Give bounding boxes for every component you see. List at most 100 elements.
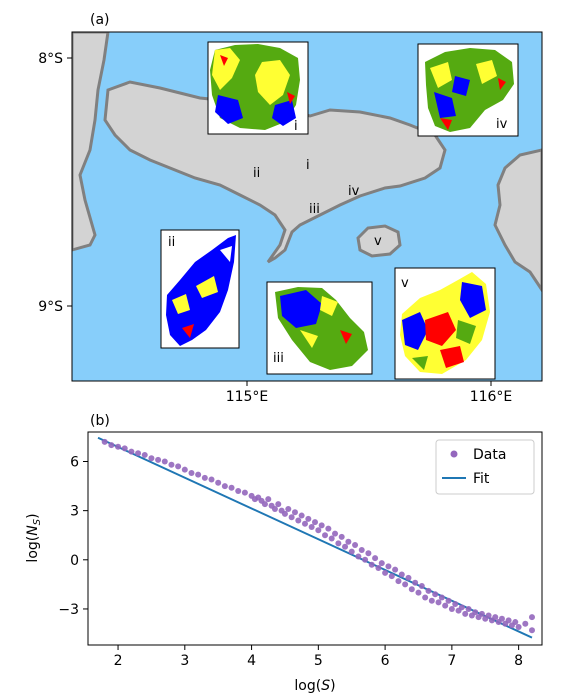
y-tick-label: 6 bbox=[70, 454, 79, 470]
data-point bbox=[188, 469, 195, 476]
bali-landmass bbox=[103, 80, 447, 264]
data-point bbox=[201, 474, 208, 481]
data-point bbox=[405, 574, 412, 581]
data-point bbox=[442, 602, 449, 609]
y-tick-label: 0 bbox=[70, 553, 79, 569]
legend-box bbox=[435, 439, 535, 495]
data-point bbox=[358, 546, 365, 553]
region-label-iii: iii bbox=[309, 202, 320, 217]
data-point bbox=[261, 501, 268, 508]
map-panel: 8°S 9°S 115°E 116°E i ii iii iv v i bbox=[38, 31, 543, 405]
data-point bbox=[458, 604, 465, 611]
data-point bbox=[402, 581, 409, 588]
data-point bbox=[422, 594, 429, 601]
data-point bbox=[288, 514, 295, 521]
lon-label-116E: 116°E bbox=[470, 389, 513, 405]
data-point bbox=[472, 609, 479, 616]
data-point bbox=[135, 450, 142, 457]
lat-label-9S: 9°S bbox=[38, 299, 63, 315]
data-point bbox=[175, 463, 182, 470]
inset-i: i bbox=[207, 41, 309, 135]
data-point bbox=[448, 605, 455, 612]
data-point bbox=[462, 610, 469, 617]
x-tick-label: 4 bbox=[247, 653, 256, 669]
data-point bbox=[348, 548, 355, 555]
data-point bbox=[325, 525, 332, 532]
data-point bbox=[275, 501, 282, 508]
data-point bbox=[342, 543, 349, 550]
data-point bbox=[365, 550, 372, 557]
y-axis-label-close: ) bbox=[25, 513, 41, 518]
region-label-i: i bbox=[306, 158, 310, 173]
data-point bbox=[271, 506, 278, 513]
region-label-iv: iv bbox=[348, 184, 360, 199]
data-point bbox=[265, 496, 272, 503]
x-ticks: 2 3 4 5 6 7 8 bbox=[114, 645, 523, 669]
data-point bbox=[315, 527, 322, 534]
data-point bbox=[478, 610, 485, 617]
inset-iii: iii bbox=[266, 281, 373, 375]
data-point bbox=[378, 560, 385, 567]
data-point bbox=[368, 561, 375, 568]
legend-data-label: Data bbox=[473, 447, 506, 463]
data-point bbox=[318, 522, 325, 529]
data-point bbox=[195, 471, 202, 478]
inset-label-iii: iii bbox=[273, 351, 284, 366]
data-point bbox=[335, 540, 342, 547]
data-point bbox=[148, 455, 155, 462]
y-axis-label-sub: S bbox=[32, 518, 43, 525]
data-point bbox=[221, 483, 228, 490]
map-frame bbox=[71, 31, 543, 382]
data-point bbox=[235, 487, 242, 494]
legend-fit-label: Fit bbox=[473, 471, 490, 487]
x-axis-label: log(S) bbox=[294, 678, 335, 694]
legend-data-marker bbox=[450, 450, 458, 458]
x-tick-label: 2 bbox=[114, 653, 123, 669]
data-point bbox=[382, 569, 389, 576]
data-point bbox=[155, 456, 162, 463]
region-label-v: v bbox=[374, 234, 382, 249]
points-layer bbox=[101, 438, 535, 634]
legend: Data Fit bbox=[435, 439, 535, 495]
data-point bbox=[392, 566, 399, 573]
data-point bbox=[108, 442, 115, 449]
data-point bbox=[438, 594, 445, 601]
data-point bbox=[345, 538, 352, 545]
data-point bbox=[101, 438, 108, 445]
nusa-penida-landmass bbox=[356, 224, 402, 258]
data-point bbox=[338, 533, 345, 540]
data-point bbox=[452, 601, 459, 608]
data-point bbox=[372, 555, 379, 562]
data-point bbox=[352, 542, 359, 549]
java-landmass bbox=[72, 32, 110, 252]
data-point bbox=[418, 583, 425, 590]
data-point bbox=[505, 617, 512, 624]
x-axis-label-var: S bbox=[321, 678, 330, 694]
data-point bbox=[295, 517, 302, 524]
data-point bbox=[228, 484, 235, 491]
inset-label-iv: iv bbox=[496, 117, 508, 132]
data-point bbox=[328, 535, 335, 542]
data-point bbox=[128, 448, 135, 455]
data-point bbox=[121, 445, 128, 452]
data-point bbox=[322, 532, 329, 539]
data-point bbox=[428, 597, 435, 604]
fit-layer bbox=[97, 436, 533, 639]
inset-label-ii: ii bbox=[168, 235, 175, 250]
data-point bbox=[281, 510, 288, 517]
data-point bbox=[528, 627, 535, 634]
y-tick-label: 3 bbox=[70, 504, 79, 520]
data-point bbox=[412, 579, 419, 586]
lat-label-8S: 8°S bbox=[38, 51, 63, 67]
data-point bbox=[485, 612, 492, 619]
data-point bbox=[355, 553, 362, 560]
data-point bbox=[398, 571, 405, 578]
data-point bbox=[528, 614, 535, 621]
region-label-ii: ii bbox=[253, 166, 260, 181]
y-axis-label: log(NS) bbox=[25, 513, 43, 562]
data-point bbox=[298, 512, 305, 519]
data-point bbox=[285, 506, 292, 513]
inset-label-v: v bbox=[401, 276, 409, 291]
data-point bbox=[332, 530, 339, 537]
